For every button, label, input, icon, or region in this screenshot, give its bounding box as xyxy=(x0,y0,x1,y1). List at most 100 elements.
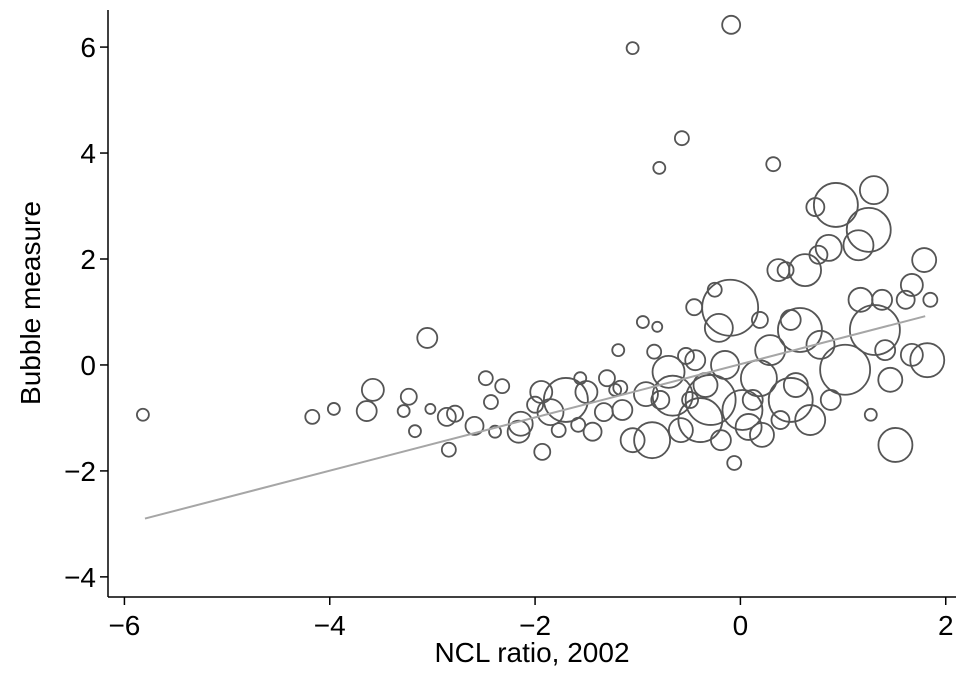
bubble xyxy=(776,261,795,280)
bubble xyxy=(652,160,667,175)
bubble xyxy=(684,349,707,372)
bubble xyxy=(877,366,904,393)
bubble xyxy=(526,395,544,414)
bubble xyxy=(782,372,809,398)
bubble xyxy=(692,372,719,398)
bubble xyxy=(685,298,704,317)
bubble xyxy=(734,413,763,441)
bubble xyxy=(845,206,892,253)
bubble xyxy=(788,253,822,288)
bubble xyxy=(777,307,823,353)
bubble xyxy=(842,229,875,262)
bubble xyxy=(863,407,878,422)
bubble xyxy=(611,399,634,421)
x-tick-label: 2 xyxy=(938,610,954,641)
y-tick-label: −2 xyxy=(64,456,96,487)
y-tick-label: 6 xyxy=(80,32,96,63)
x-tick-label: −6 xyxy=(108,610,140,641)
bubble xyxy=(550,422,567,439)
bubble xyxy=(633,381,659,407)
bubble xyxy=(136,407,150,422)
bubble xyxy=(819,343,872,396)
bubble xyxy=(767,377,814,423)
bubble xyxy=(805,329,836,360)
bubble xyxy=(749,421,775,448)
bubble xyxy=(765,156,782,173)
bubble xyxy=(483,394,499,410)
bubble xyxy=(619,427,646,454)
y-axis-title: Bubble measure xyxy=(15,201,46,405)
bubble xyxy=(874,339,897,362)
bubble xyxy=(542,377,589,423)
bubble xyxy=(625,41,640,56)
x-tick-label: −4 xyxy=(314,610,346,641)
bubble xyxy=(721,389,764,431)
bubble xyxy=(650,390,671,410)
bubble xyxy=(635,315,650,329)
bubble xyxy=(741,389,764,411)
bubble xyxy=(710,429,732,452)
x-tick-label: −2 xyxy=(519,610,551,641)
bubble xyxy=(494,378,511,395)
bubble xyxy=(703,312,734,343)
bubble xyxy=(355,400,378,422)
bubble xyxy=(726,455,743,471)
bubble xyxy=(573,371,588,386)
bubble xyxy=(922,291,939,308)
bubble xyxy=(701,278,760,337)
bubble xyxy=(424,403,437,415)
bubble xyxy=(899,273,924,297)
bubble xyxy=(582,421,603,442)
bubble xyxy=(446,404,464,423)
y-tick-label: 0 xyxy=(80,350,96,381)
bubble xyxy=(399,387,418,406)
bubble xyxy=(488,424,502,439)
bubble xyxy=(440,441,457,458)
bubble xyxy=(770,410,791,430)
bubble xyxy=(858,175,889,206)
bubble xyxy=(812,182,859,228)
x-axis-title: NCL ratio, 2002 xyxy=(434,637,629,668)
bubble xyxy=(611,343,626,358)
bubble xyxy=(681,391,700,409)
bubble xyxy=(651,354,686,389)
bubble xyxy=(871,288,893,311)
bubble xyxy=(464,415,485,436)
bubble xyxy=(808,244,829,265)
bubble xyxy=(814,233,843,262)
y-tick-label: −4 xyxy=(64,562,96,593)
bubble xyxy=(533,442,552,461)
bubble xyxy=(895,289,916,310)
bubble xyxy=(436,406,457,427)
fit-line xyxy=(144,315,926,520)
x-tick-label: 0 xyxy=(733,610,749,641)
bubble xyxy=(326,402,341,416)
bubble xyxy=(477,370,494,387)
bubble xyxy=(794,404,827,436)
bubble xyxy=(646,343,663,360)
y-tick-label: 4 xyxy=(80,138,96,169)
bubble xyxy=(360,377,385,402)
bubble xyxy=(416,327,439,349)
bubble xyxy=(608,382,623,397)
bubble xyxy=(304,408,321,425)
bubble xyxy=(677,397,724,443)
bubble xyxy=(651,320,664,333)
bubble xyxy=(909,342,946,379)
bubble xyxy=(570,416,587,433)
bubble xyxy=(847,286,874,313)
bubble xyxy=(754,334,787,367)
bubble xyxy=(779,309,802,331)
bubble xyxy=(751,311,769,329)
bubble xyxy=(848,304,901,356)
bubble xyxy=(877,427,914,463)
bubble xyxy=(667,417,694,444)
bubble xyxy=(911,247,938,273)
bubble xyxy=(721,14,742,35)
bubble xyxy=(819,389,842,411)
bubble xyxy=(593,402,614,423)
bubble xyxy=(673,130,690,147)
bubble xyxy=(408,424,422,439)
bubble xyxy=(396,404,411,418)
